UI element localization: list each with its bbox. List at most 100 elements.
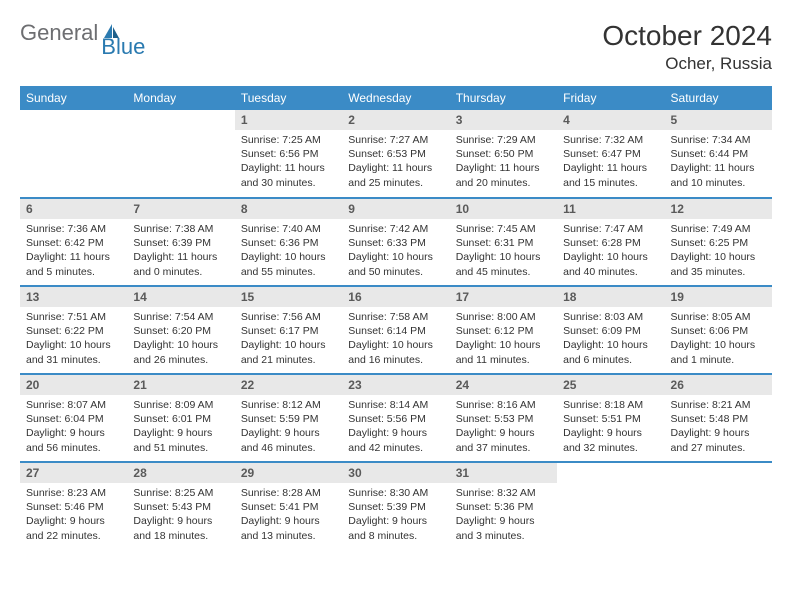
day-cell: 18Sunrise: 8:03 AMSunset: 6:09 PMDayligh… bbox=[557, 286, 664, 374]
day-cell: 2Sunrise: 7:27 AMSunset: 6:53 PMDaylight… bbox=[342, 110, 449, 198]
week-row: 20Sunrise: 8:07 AMSunset: 6:04 PMDayligh… bbox=[20, 374, 772, 462]
week-row: 1Sunrise: 7:25 AMSunset: 6:56 PMDaylight… bbox=[20, 110, 772, 198]
day-number: 18 bbox=[557, 287, 664, 307]
day-details: Sunrise: 7:34 AMSunset: 6:44 PMDaylight:… bbox=[665, 130, 772, 194]
day-number: 26 bbox=[665, 375, 772, 395]
day-cell: 6Sunrise: 7:36 AMSunset: 6:42 PMDaylight… bbox=[20, 198, 127, 286]
month-title: October 2024 bbox=[602, 20, 772, 52]
day-cell: 28Sunrise: 8:25 AMSunset: 5:43 PMDayligh… bbox=[127, 462, 234, 550]
location: Ocher, Russia bbox=[602, 54, 772, 74]
day-number: 10 bbox=[450, 199, 557, 219]
empty-cell bbox=[127, 110, 234, 198]
day-cell: 23Sunrise: 8:14 AMSunset: 5:56 PMDayligh… bbox=[342, 374, 449, 462]
day-cell: 14Sunrise: 7:54 AMSunset: 6:20 PMDayligh… bbox=[127, 286, 234, 374]
day-number: 13 bbox=[20, 287, 127, 307]
day-cell: 12Sunrise: 7:49 AMSunset: 6:25 PMDayligh… bbox=[665, 198, 772, 286]
logo-text-blue: Blue bbox=[101, 34, 145, 60]
day-number: 8 bbox=[235, 199, 342, 219]
day-details: Sunrise: 8:18 AMSunset: 5:51 PMDaylight:… bbox=[557, 395, 664, 459]
day-number: 22 bbox=[235, 375, 342, 395]
day-cell: 27Sunrise: 8:23 AMSunset: 5:46 PMDayligh… bbox=[20, 462, 127, 550]
weekday-friday: Friday bbox=[557, 86, 664, 110]
day-cell: 1Sunrise: 7:25 AMSunset: 6:56 PMDaylight… bbox=[235, 110, 342, 198]
weekday-tuesday: Tuesday bbox=[235, 86, 342, 110]
day-details: Sunrise: 7:49 AMSunset: 6:25 PMDaylight:… bbox=[665, 219, 772, 283]
day-details: Sunrise: 8:30 AMSunset: 5:39 PMDaylight:… bbox=[342, 483, 449, 547]
day-cell: 21Sunrise: 8:09 AMSunset: 6:01 PMDayligh… bbox=[127, 374, 234, 462]
day-details: Sunrise: 7:51 AMSunset: 6:22 PMDaylight:… bbox=[20, 307, 127, 371]
weekday-thursday: Thursday bbox=[450, 86, 557, 110]
day-details: Sunrise: 8:00 AMSunset: 6:12 PMDaylight:… bbox=[450, 307, 557, 371]
day-details: Sunrise: 8:07 AMSunset: 6:04 PMDaylight:… bbox=[20, 395, 127, 459]
day-details: Sunrise: 7:56 AMSunset: 6:17 PMDaylight:… bbox=[235, 307, 342, 371]
weekday-monday: Monday bbox=[127, 86, 234, 110]
day-cell: 3Sunrise: 7:29 AMSunset: 6:50 PMDaylight… bbox=[450, 110, 557, 198]
day-details: Sunrise: 8:14 AMSunset: 5:56 PMDaylight:… bbox=[342, 395, 449, 459]
day-cell: 22Sunrise: 8:12 AMSunset: 5:59 PMDayligh… bbox=[235, 374, 342, 462]
day-details: Sunrise: 8:25 AMSunset: 5:43 PMDaylight:… bbox=[127, 483, 234, 547]
day-details: Sunrise: 8:16 AMSunset: 5:53 PMDaylight:… bbox=[450, 395, 557, 459]
day-details: Sunrise: 8:03 AMSunset: 6:09 PMDaylight:… bbox=[557, 307, 664, 371]
day-cell: 13Sunrise: 7:51 AMSunset: 6:22 PMDayligh… bbox=[20, 286, 127, 374]
day-number: 19 bbox=[665, 287, 772, 307]
day-number: 11 bbox=[557, 199, 664, 219]
day-number: 16 bbox=[342, 287, 449, 307]
day-details: Sunrise: 7:54 AMSunset: 6:20 PMDaylight:… bbox=[127, 307, 234, 371]
day-details: Sunrise: 7:32 AMSunset: 6:47 PMDaylight:… bbox=[557, 130, 664, 194]
day-details: Sunrise: 8:12 AMSunset: 5:59 PMDaylight:… bbox=[235, 395, 342, 459]
day-details: Sunrise: 8:05 AMSunset: 6:06 PMDaylight:… bbox=[665, 307, 772, 371]
day-cell: 30Sunrise: 8:30 AMSunset: 5:39 PMDayligh… bbox=[342, 462, 449, 550]
day-cell: 17Sunrise: 8:00 AMSunset: 6:12 PMDayligh… bbox=[450, 286, 557, 374]
empty-cell bbox=[20, 110, 127, 198]
weekday-sunday: Sunday bbox=[20, 86, 127, 110]
day-details: Sunrise: 7:40 AMSunset: 6:36 PMDaylight:… bbox=[235, 219, 342, 283]
day-number: 15 bbox=[235, 287, 342, 307]
day-details: Sunrise: 8:28 AMSunset: 5:41 PMDaylight:… bbox=[235, 483, 342, 547]
day-details: Sunrise: 7:27 AMSunset: 6:53 PMDaylight:… bbox=[342, 130, 449, 194]
empty-cell bbox=[665, 462, 772, 550]
day-number: 23 bbox=[342, 375, 449, 395]
day-details: Sunrise: 7:42 AMSunset: 6:33 PMDaylight:… bbox=[342, 219, 449, 283]
day-cell: 26Sunrise: 8:21 AMSunset: 5:48 PMDayligh… bbox=[665, 374, 772, 462]
week-row: 13Sunrise: 7:51 AMSunset: 6:22 PMDayligh… bbox=[20, 286, 772, 374]
day-details: Sunrise: 7:47 AMSunset: 6:28 PMDaylight:… bbox=[557, 219, 664, 283]
day-cell: 15Sunrise: 7:56 AMSunset: 6:17 PMDayligh… bbox=[235, 286, 342, 374]
day-details: Sunrise: 7:36 AMSunset: 6:42 PMDaylight:… bbox=[20, 219, 127, 283]
day-number: 24 bbox=[450, 375, 557, 395]
day-details: Sunrise: 7:38 AMSunset: 6:39 PMDaylight:… bbox=[127, 219, 234, 283]
day-number: 31 bbox=[450, 463, 557, 483]
day-number: 5 bbox=[665, 110, 772, 130]
day-number: 27 bbox=[20, 463, 127, 483]
day-cell: 10Sunrise: 7:45 AMSunset: 6:31 PMDayligh… bbox=[450, 198, 557, 286]
day-number: 14 bbox=[127, 287, 234, 307]
day-cell: 7Sunrise: 7:38 AMSunset: 6:39 PMDaylight… bbox=[127, 198, 234, 286]
day-number: 28 bbox=[127, 463, 234, 483]
day-cell: 4Sunrise: 7:32 AMSunset: 6:47 PMDaylight… bbox=[557, 110, 664, 198]
day-cell: 8Sunrise: 7:40 AMSunset: 6:36 PMDaylight… bbox=[235, 198, 342, 286]
day-details: Sunrise: 7:45 AMSunset: 6:31 PMDaylight:… bbox=[450, 219, 557, 283]
day-number: 12 bbox=[665, 199, 772, 219]
day-cell: 9Sunrise: 7:42 AMSunset: 6:33 PMDaylight… bbox=[342, 198, 449, 286]
day-details: Sunrise: 8:09 AMSunset: 6:01 PMDaylight:… bbox=[127, 395, 234, 459]
day-details: Sunrise: 7:29 AMSunset: 6:50 PMDaylight:… bbox=[450, 130, 557, 194]
week-row: 6Sunrise: 7:36 AMSunset: 6:42 PMDaylight… bbox=[20, 198, 772, 286]
day-number: 3 bbox=[450, 110, 557, 130]
title-block: October 2024 Ocher, Russia bbox=[602, 20, 772, 74]
day-details: Sunrise: 8:21 AMSunset: 5:48 PMDaylight:… bbox=[665, 395, 772, 459]
logo-text-general: General bbox=[20, 20, 98, 46]
day-number: 21 bbox=[127, 375, 234, 395]
day-number: 7 bbox=[127, 199, 234, 219]
calendar-table: SundayMondayTuesdayWednesdayThursdayFrid… bbox=[20, 86, 772, 550]
day-number: 29 bbox=[235, 463, 342, 483]
day-cell: 16Sunrise: 7:58 AMSunset: 6:14 PMDayligh… bbox=[342, 286, 449, 374]
day-number: 17 bbox=[450, 287, 557, 307]
day-cell: 20Sunrise: 8:07 AMSunset: 6:04 PMDayligh… bbox=[20, 374, 127, 462]
weekday-wednesday: Wednesday bbox=[342, 86, 449, 110]
day-cell: 5Sunrise: 7:34 AMSunset: 6:44 PMDaylight… bbox=[665, 110, 772, 198]
day-cell: 31Sunrise: 8:32 AMSunset: 5:36 PMDayligh… bbox=[450, 462, 557, 550]
day-number: 25 bbox=[557, 375, 664, 395]
day-details: Sunrise: 7:58 AMSunset: 6:14 PMDaylight:… bbox=[342, 307, 449, 371]
day-cell: 25Sunrise: 8:18 AMSunset: 5:51 PMDayligh… bbox=[557, 374, 664, 462]
header: General Blue October 2024 Ocher, Russia bbox=[20, 20, 772, 74]
empty-cell bbox=[557, 462, 664, 550]
